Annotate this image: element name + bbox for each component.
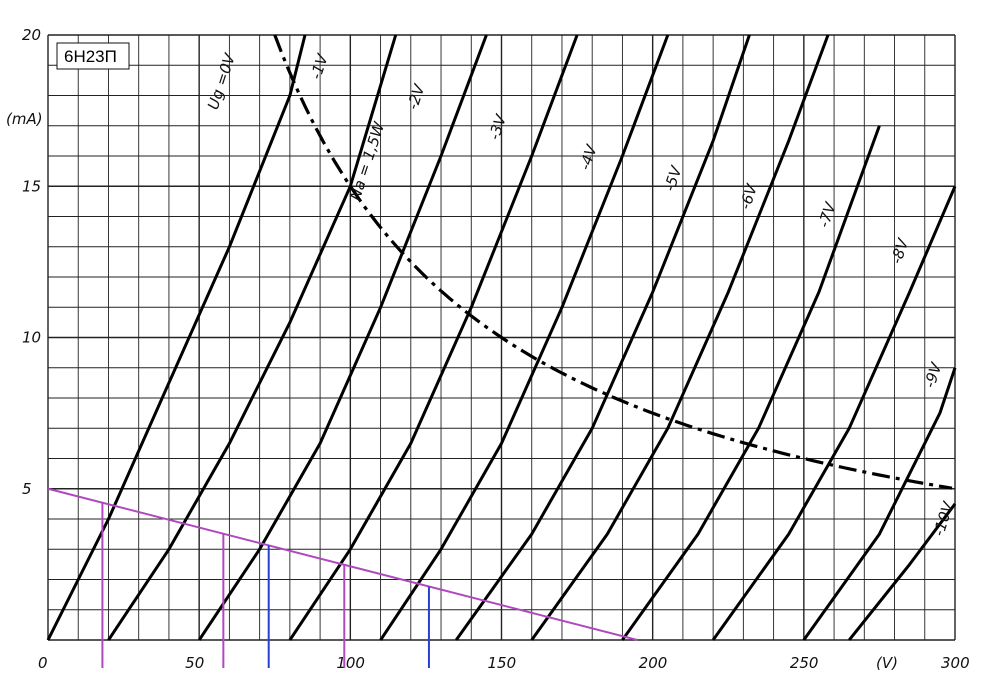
curve-series-4 [379,34,670,641]
dissipation-line [273,34,953,490]
y-tick-label: 20 [22,26,41,44]
load-line-group [47,487,638,668]
x-tick-label: 50 [185,654,204,672]
curve-series-8 [711,185,957,641]
grid [47,34,956,641]
y-axis-label: (mA) [6,110,43,128]
y-tick-label: 10 [22,329,41,347]
x-tick-label: 150 [488,654,517,672]
y-tick-label: 5 [22,480,32,498]
y-tick-label: 15 [22,177,41,195]
x-tick-label: 250 [790,654,819,672]
x-axis-label: (V) [876,654,898,672]
curve-series-1 [107,34,398,641]
x-tick-label: 200 [639,654,668,672]
curve-series-5 [454,34,751,641]
max-dissipation-curve [273,34,953,490]
curve-series-9 [802,367,957,641]
tick-labels: 0 50 100 150 200 250 300 5 10 15 20 [22,26,970,672]
chart-title: 6Н23П [64,47,117,66]
curve-series-6 [530,34,830,641]
curve-series-0 [46,34,307,641]
curve-series-10 [848,502,957,641]
x-tick-label: 0 [38,654,48,672]
title-badge-box [56,42,130,70]
x-tick-label: 300 [941,654,970,672]
x-tick-label: 100 [336,654,365,672]
title-badge: 6Н23П [56,42,130,70]
curve-series-7 [621,125,881,641]
load-line [47,487,638,641]
curve-series-2 [197,34,488,641]
